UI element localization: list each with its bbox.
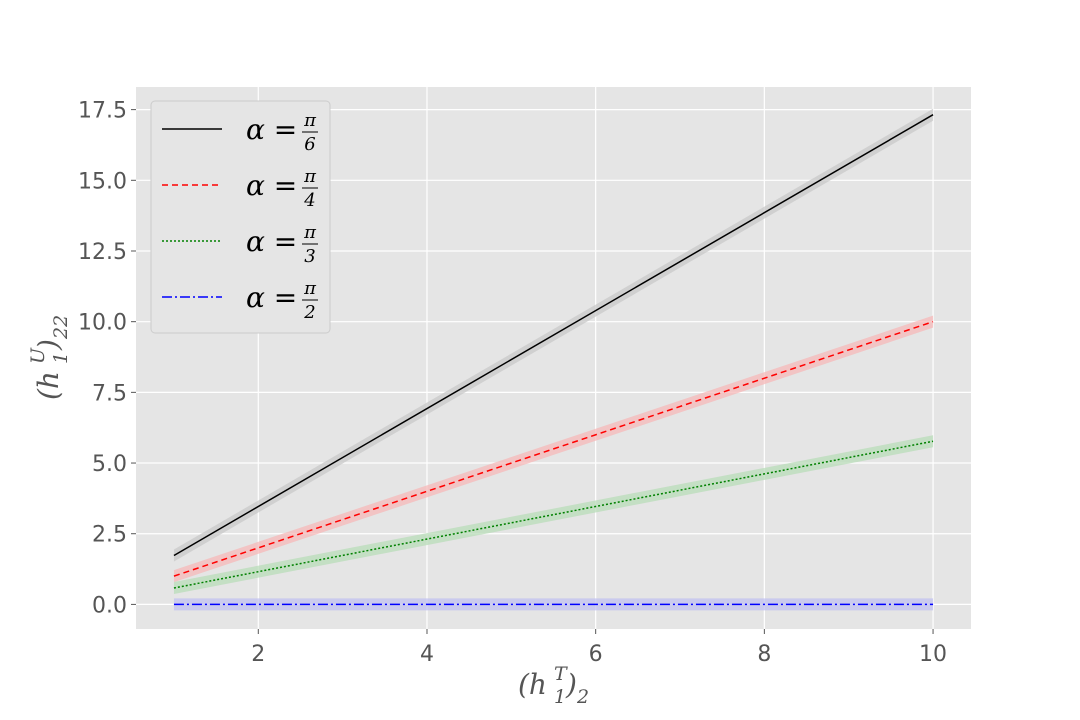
legend-label: α = bbox=[246, 281, 297, 314]
x-axis-ticks: 2 4 6 8 10 bbox=[251, 629, 947, 667]
grid bbox=[136, 87, 971, 629]
legend-item: α = π 3 bbox=[162, 222, 318, 267]
y-tick-label: 2.5 bbox=[92, 523, 127, 548]
legend: α = π 6 α = π 4 α = π 3 α = π 2 bbox=[150, 100, 331, 334]
y-tick-label: 0.0 bbox=[92, 593, 127, 618]
svg-text:(h: (h bbox=[32, 371, 65, 400]
legend-label: α = bbox=[246, 169, 297, 202]
legend-frac-den: 3 bbox=[304, 246, 315, 267]
legend-frac-den: 6 bbox=[304, 134, 315, 155]
series-line bbox=[173, 320, 934, 577]
legend-item: α = π 4 bbox=[162, 166, 318, 211]
x-tick-label: 2 bbox=[251, 642, 265, 667]
y-axis-label: (h 1 U ) 22 bbox=[27, 315, 72, 400]
svg-text:U: U bbox=[27, 347, 49, 364]
svg-text:2: 2 bbox=[576, 686, 589, 708]
svg-text:1: 1 bbox=[554, 686, 566, 708]
svg-text:): ) bbox=[565, 668, 577, 701]
legend-item: α = π 2 bbox=[162, 278, 318, 323]
y-tick-label: 17.5 bbox=[78, 99, 127, 124]
legend-frac-num: π bbox=[303, 110, 317, 131]
legend-frac-den: 4 bbox=[303, 190, 315, 211]
series-band bbox=[173, 435, 934, 595]
svg-text:1: 1 bbox=[50, 352, 72, 364]
x-axis-label: (h 1 T ) 2 bbox=[518, 663, 589, 708]
legend-frac-num: π bbox=[303, 222, 317, 243]
svg-text:): ) bbox=[32, 339, 65, 351]
y-tick-label: 15.0 bbox=[78, 169, 127, 194]
legend-label: α = bbox=[246, 113, 297, 146]
x-tick-label: 8 bbox=[757, 642, 771, 667]
y-axis-ticks: 0.0 2.5 5.0 7.5 10.0 12.5 15.0 17.5 bbox=[78, 99, 136, 618]
legend-label: α = bbox=[246, 225, 297, 258]
legend-frac-num: π bbox=[303, 278, 317, 299]
svg-text:(h: (h bbox=[518, 668, 547, 701]
svg-text:T: T bbox=[554, 663, 568, 685]
legend-box bbox=[150, 100, 331, 334]
legend-item: α = π 6 bbox=[162, 110, 318, 155]
svg-text:22: 22 bbox=[50, 315, 72, 340]
series-line bbox=[173, 440, 934, 589]
x-tick-label: 6 bbox=[589, 642, 603, 667]
series-lines bbox=[173, 114, 934, 606]
legend-frac-den: 2 bbox=[303, 302, 315, 323]
x-tick-label: 10 bbox=[919, 642, 947, 667]
legend-frac-num: π bbox=[303, 166, 317, 187]
series-line bbox=[173, 114, 934, 557]
x-tick-label: 4 bbox=[420, 642, 434, 667]
y-tick-label: 10.0 bbox=[78, 311, 127, 336]
y-tick-label: 12.5 bbox=[78, 240, 127, 265]
y-tick-label: 7.5 bbox=[92, 381, 127, 406]
y-tick-label: 5.0 bbox=[92, 452, 127, 477]
